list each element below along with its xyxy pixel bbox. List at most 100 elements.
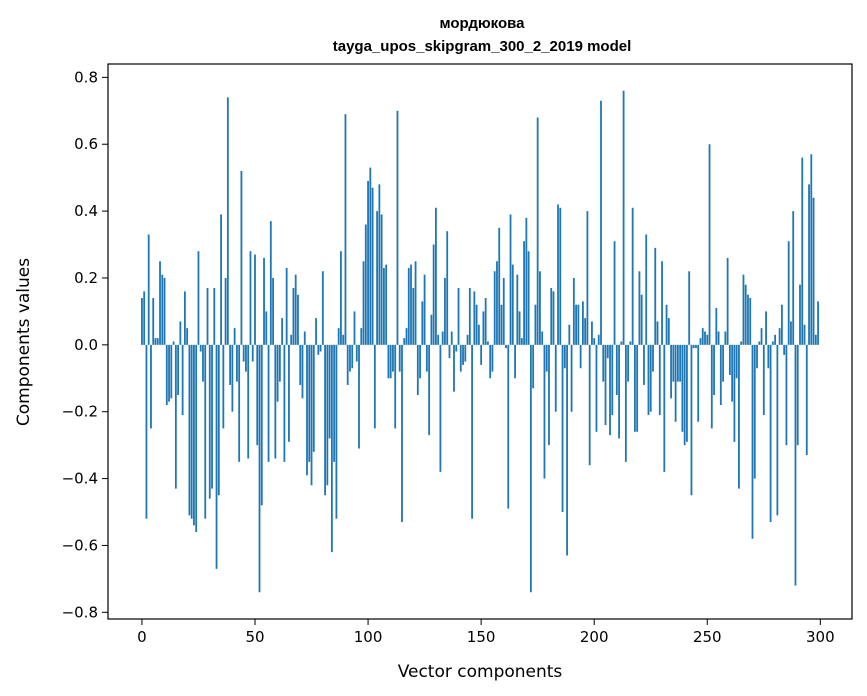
bar — [545, 344, 548, 372]
bar — [663, 344, 666, 472]
bar — [344, 114, 347, 345]
bar — [622, 90, 625, 345]
bar — [647, 344, 650, 416]
bar — [695, 344, 697, 349]
y-axis-label: Components values — [14, 258, 34, 426]
bar — [274, 344, 277, 459]
bar — [333, 344, 336, 462]
bar — [762, 344, 765, 416]
bar — [412, 288, 415, 345]
bar — [457, 288, 460, 345]
bar — [301, 344, 304, 399]
y-tick-label: 0.0 — [74, 336, 98, 354]
bar — [579, 344, 582, 369]
bar — [670, 344, 672, 399]
bar — [534, 304, 537, 345]
bar — [708, 144, 711, 345]
bar — [541, 331, 544, 345]
x-tick-label: 100 — [354, 628, 383, 646]
bar — [143, 291, 146, 345]
bar — [699, 338, 702, 345]
bar — [170, 344, 173, 399]
bar — [152, 298, 155, 345]
bar — [179, 321, 182, 345]
bar — [310, 344, 313, 486]
bar — [183, 291, 186, 345]
bar — [174, 344, 177, 489]
bar — [728, 344, 731, 375]
bar — [731, 344, 734, 402]
bar — [421, 301, 424, 345]
bar — [186, 328, 189, 345]
bar — [692, 344, 695, 349]
bar — [382, 267, 385, 345]
bar — [629, 341, 632, 345]
bar — [459, 344, 462, 372]
bar — [292, 288, 295, 345]
bar — [197, 251, 200, 345]
bar — [751, 344, 754, 539]
bar — [803, 324, 806, 345]
bar — [697, 344, 700, 422]
bar — [190, 344, 193, 519]
bar — [477, 324, 480, 345]
bar — [188, 344, 191, 516]
bar — [462, 344, 464, 365]
bar — [656, 321, 659, 345]
bar — [817, 301, 819, 345]
bar — [638, 271, 641, 345]
bar — [489, 344, 492, 379]
bar — [787, 241, 790, 345]
bar — [193, 344, 195, 526]
bar — [281, 318, 284, 345]
bar — [319, 344, 322, 352]
bar — [306, 344, 308, 476]
bar — [796, 344, 799, 446]
bar — [543, 344, 546, 479]
bar — [278, 344, 281, 382]
bar — [584, 318, 587, 345]
bar — [701, 328, 704, 345]
bar — [380, 214, 383, 345]
x-tick-label: 0 — [137, 628, 147, 646]
bar — [810, 154, 813, 345]
bar — [611, 344, 614, 416]
bar — [808, 184, 810, 345]
bar — [620, 341, 623, 345]
bar — [602, 344, 605, 382]
x-tick-label: 50 — [245, 628, 264, 646]
bar — [403, 338, 406, 345]
bar — [765, 311, 767, 345]
bar — [491, 344, 494, 372]
bar — [276, 344, 279, 402]
bar — [640, 294, 643, 345]
bar — [518, 311, 521, 345]
bar — [717, 331, 720, 345]
bar — [604, 344, 607, 426]
bar — [147, 234, 150, 345]
bar — [568, 324, 571, 345]
bar — [367, 181, 369, 345]
bar — [362, 261, 365, 345]
bar — [211, 344, 213, 489]
bar — [308, 344, 311, 462]
bar — [774, 334, 777, 345]
bar — [154, 338, 157, 345]
y-tick-label: −0.4 — [62, 470, 98, 488]
bar — [242, 344, 245, 362]
plot-frame — [107, 63, 853, 620]
bar — [238, 344, 241, 462]
bar — [595, 344, 598, 432]
bar — [591, 321, 593, 345]
bar — [396, 110, 399, 345]
bar — [758, 341, 761, 345]
bar — [704, 331, 706, 345]
bar — [446, 231, 449, 345]
bar — [213, 288, 216, 345]
bar — [168, 344, 170, 402]
bar — [487, 341, 489, 345]
bar — [484, 298, 487, 345]
bar — [312, 344, 315, 452]
bar — [631, 207, 634, 345]
bar — [335, 344, 338, 519]
